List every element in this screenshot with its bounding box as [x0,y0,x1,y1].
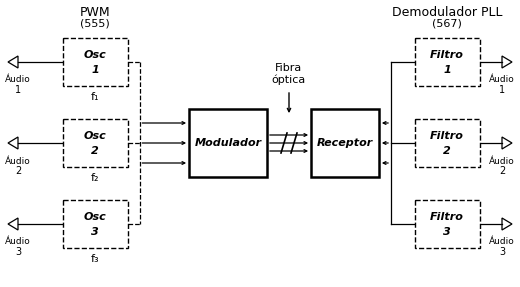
Bar [414,200,479,248]
Text: 1: 1 [499,85,505,95]
Text: óptica: óptica [272,75,306,85]
Text: 3: 3 [91,227,99,237]
Text: PWM: PWM [80,5,110,18]
Text: Filtro: Filtro [430,212,464,222]
Text: 2: 2 [91,146,99,156]
Bar [414,119,479,167]
Text: Áudio: Áudio [489,156,515,166]
Bar [62,38,127,86]
Text: Áudio: Áudio [5,238,31,247]
Text: Osc: Osc [84,212,107,222]
Text: 1: 1 [91,65,99,75]
Bar [62,119,127,167]
Text: Modulador: Modulador [194,138,262,148]
Text: Demodulador PLL: Demodulador PLL [392,5,502,18]
Text: (567): (567) [432,19,462,29]
Text: Receptor: Receptor [317,138,373,148]
Text: Áudio: Áudio [5,156,31,166]
Bar [414,38,479,86]
Text: Áudio: Áudio [489,238,515,247]
Text: 3: 3 [443,227,451,237]
Text: f₂: f₂ [91,173,99,183]
Text: Osc: Osc [84,50,107,60]
Text: 2: 2 [15,166,21,176]
Text: 3: 3 [15,247,21,257]
Text: 2: 2 [499,166,505,176]
Bar [62,200,127,248]
Text: (555): (555) [80,19,110,29]
Text: Áudio: Áudio [5,75,31,84]
Text: Áudio: Áudio [489,75,515,84]
Text: Filtro: Filtro [430,50,464,60]
Text: 3: 3 [499,247,505,257]
Text: 1: 1 [15,85,21,95]
Text: Filtro: Filtro [430,131,464,141]
Bar [189,109,267,177]
Text: Fibra: Fibra [276,63,303,73]
Bar [311,109,379,177]
Text: Osc: Osc [84,131,107,141]
Text: 1: 1 [443,65,451,75]
Text: 2: 2 [443,146,451,156]
Text: f₃: f₃ [90,254,99,264]
Text: f₁: f₁ [91,92,99,102]
